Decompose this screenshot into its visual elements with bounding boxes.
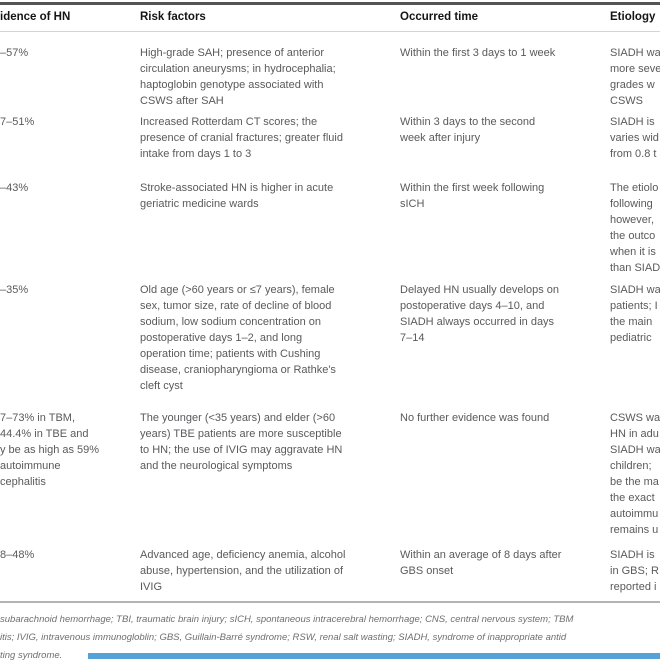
cell-etiology: SIADH is varies wid from 0.8 t — [610, 116, 659, 160]
cell-etiology: The etiolo following however, the outco … — [610, 182, 660, 274]
table-bottom-rule — [0, 601, 660, 603]
cell-incidence: –57% — [0, 47, 29, 59]
cell-occurred-time: Within the first 3 days to 1 week — [400, 47, 556, 59]
header-risk-factors: Risk factors — [140, 11, 206, 23]
cell-risk-factors: High-grade SAH; presence of anterior cir… — [140, 47, 336, 107]
cell-occurred-time: Within 3 days to the second week after i… — [400, 116, 536, 144]
cell-occurred-time: Delayed HN usually develops on postopera… — [400, 284, 559, 344]
cell-incidence: 7–73% in TBM, 44.4% in TBE and y be as h… — [0, 412, 100, 488]
cell-incidence: 7–51% — [0, 116, 35, 128]
cell-risk-factors: Old age (>60 years or ≤7 years), female … — [140, 284, 336, 392]
cell-risk-factors: Stroke-associated HN is higher in acute … — [140, 182, 334, 210]
table-top-rule — [0, 2, 660, 5]
cell-etiology: SIADH wa patients; I the main pediatric — [610, 284, 660, 344]
cell-incidence: –35% — [0, 284, 29, 296]
cell-risk-factors: Advanced age, deficiency anemia, alcohol… — [140, 549, 346, 593]
cell-occurred-time: Within the first week following sICH — [400, 182, 545, 210]
table-footnote: subarachnoid hemorrhage; TBI, traumatic … — [0, 614, 574, 660]
header-occurred-time: Occurred time — [400, 11, 478, 23]
cell-etiology: SIADH is in GBS; R reported i — [610, 549, 659, 593]
cell-occurred-time: Within an average of 8 days after GBS on… — [400, 549, 562, 577]
cell-etiology: CSWS wa HN in adu SIADH wa children; be … — [610, 412, 660, 536]
cell-risk-factors: Increased Rotterdam CT scores; the prese… — [140, 116, 343, 160]
decorative-blue-bar — [88, 653, 660, 659]
table-header-rule — [0, 31, 660, 32]
table-header-row: idence of HN Risk factors Occurred time … — [0, 10, 660, 30]
cell-occurred-time: No further evidence was found — [400, 412, 550, 424]
cell-etiology: SIADH wa more seve grades w CSWS — [610, 47, 660, 107]
cell-risk-factors: The younger (<35 years) and elder (>60 y… — [140, 412, 343, 472]
cell-incidence: –43% — [0, 182, 29, 194]
header-incidence-of-hn: idence of HN — [0, 11, 71, 23]
cell-incidence: 8–48% — [0, 549, 35, 561]
header-etiology: Etiology — [610, 11, 656, 23]
